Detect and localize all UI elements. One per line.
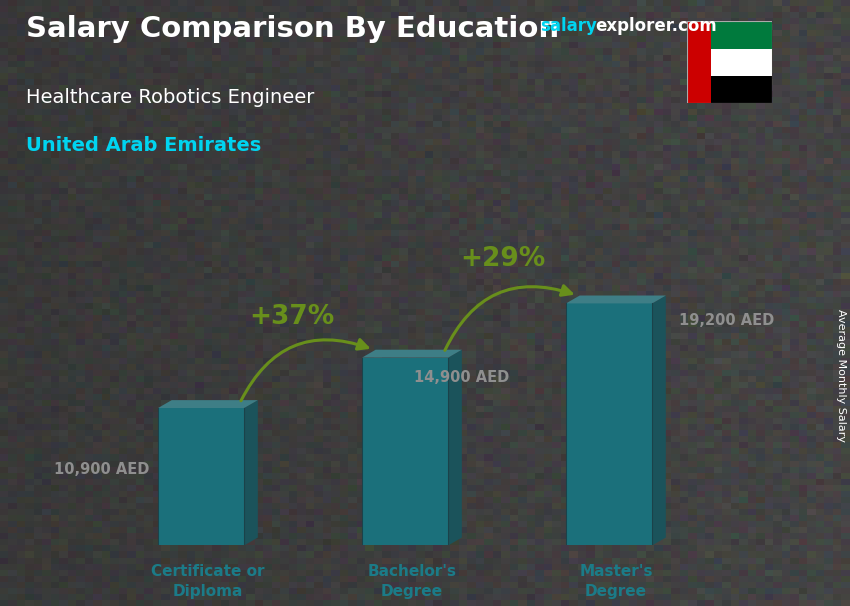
Text: +29%: +29% — [460, 246, 545, 272]
Text: Master's
Degree: Master's Degree — [579, 564, 653, 599]
Text: Average Monthly Salary: Average Monthly Salary — [836, 309, 846, 442]
Bar — [711, 76, 772, 103]
Text: +37%: +37% — [249, 304, 334, 330]
Text: Healthcare Robotics Engineer: Healthcare Robotics Engineer — [26, 88, 314, 107]
Bar — [711, 48, 772, 76]
Text: salary: salary — [540, 17, 597, 35]
Polygon shape — [566, 296, 666, 304]
Polygon shape — [652, 296, 666, 545]
Bar — [711, 21, 772, 48]
Polygon shape — [244, 400, 258, 545]
Bar — [362, 358, 448, 545]
Bar — [566, 304, 652, 545]
Bar — [687, 21, 711, 103]
Polygon shape — [448, 350, 462, 545]
Text: Salary Comparison By Education: Salary Comparison By Education — [26, 15, 558, 43]
Bar — [158, 408, 244, 545]
Text: 14,900 AED: 14,900 AED — [414, 370, 509, 385]
Polygon shape — [158, 400, 258, 408]
Text: United Arab Emirates: United Arab Emirates — [26, 136, 261, 155]
Text: Bachelor's
Degree: Bachelor's Degree — [367, 564, 456, 599]
Text: 10,900 AED: 10,900 AED — [54, 462, 149, 478]
Text: explorer.com: explorer.com — [595, 17, 717, 35]
Text: Certificate or
Diploma: Certificate or Diploma — [151, 564, 264, 599]
Polygon shape — [362, 350, 462, 358]
Text: 19,200 AED: 19,200 AED — [679, 313, 774, 328]
